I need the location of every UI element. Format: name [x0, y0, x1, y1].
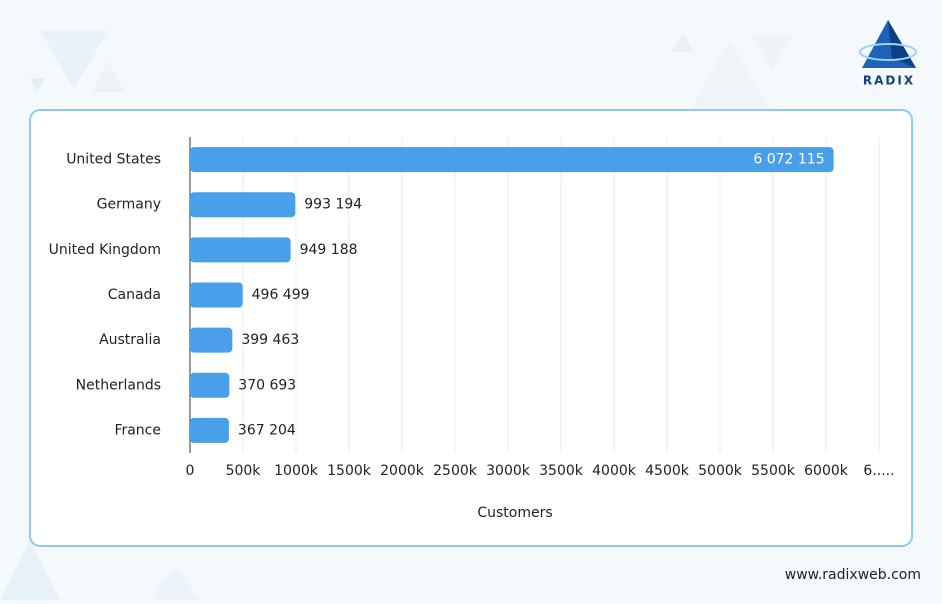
bar [190, 147, 834, 173]
bar [190, 237, 291, 263]
bar [190, 282, 243, 308]
x-tick-label: 1500k [327, 463, 372, 479]
value-label: 949 188 [300, 242, 358, 258]
x-tick-label: 500k [226, 463, 262, 479]
x-axis-label: Customers [477, 505, 552, 521]
x-tick-label: 1000k [274, 463, 319, 479]
y-tick-label: United States [66, 152, 161, 168]
bar [190, 372, 230, 398]
background-decor [0, 30, 792, 600]
y-tick-label: Australia [99, 332, 161, 348]
x-tick-label: 3000k [486, 463, 531, 479]
x-tick-label: 2000k [380, 463, 425, 479]
x-tick-label: 4500k [645, 463, 690, 479]
x-tick-label: 6..... [863, 463, 894, 479]
y-tick-label: France [114, 422, 161, 438]
card [29, 109, 913, 547]
x-tick-label: 0 [186, 463, 195, 479]
x-tick-label: 5000k [698, 463, 743, 479]
bar [190, 192, 296, 218]
value-label: 993 194 [304, 197, 362, 213]
x-tick-label: 3500k [539, 463, 584, 479]
brand: RADIX [863, 74, 915, 88]
x-tick-label: 6000k [804, 463, 849, 479]
bar [190, 327, 233, 353]
value-label: 367 204 [238, 422, 296, 438]
y-tick-label: Canada [108, 287, 161, 303]
x-tick-label: 4000k [592, 463, 637, 479]
x-tick-label: 2500k [433, 463, 478, 479]
value-label: 496 499 [252, 287, 310, 303]
y-tick-label: Germany [97, 197, 161, 213]
value-label: 6 072 115 [753, 152, 824, 168]
y-tick-label: Netherlands [76, 377, 161, 393]
x-tick-label: 5500k [751, 463, 796, 479]
y-tick-label: United Kingdom [49, 242, 161, 258]
value-label: 370 693 [238, 377, 296, 393]
website: www.radixweb.com [785, 567, 921, 583]
logo: RADIX [859, 20, 917, 88]
value-label: 399 463 [241, 332, 299, 348]
bar [190, 417, 229, 443]
